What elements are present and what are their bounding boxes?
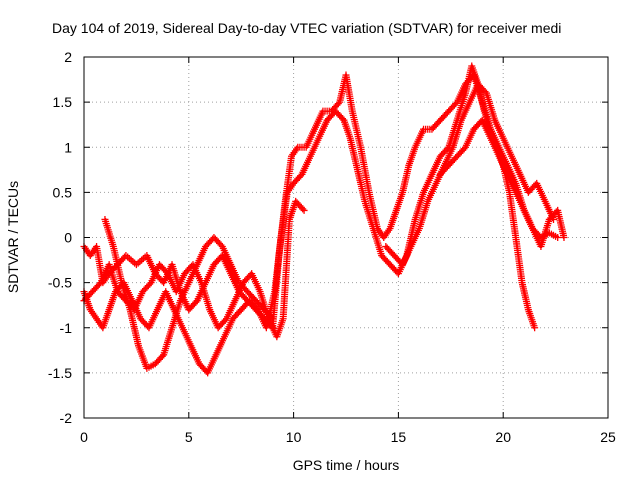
y-tick-label: 1.5 [53,94,73,110]
y-axis-label: SDTVAR / TECUs [5,181,21,293]
y-tick-label: 1 [64,139,72,155]
x-tick-label: 20 [495,429,511,445]
y-tick-label: -1 [60,320,73,336]
data-point [531,324,539,332]
data-point [460,145,468,153]
data-point [560,234,568,241]
data-point [550,215,558,223]
plot-frame [83,56,609,419]
data-point [217,241,225,249]
x-tick-label: 10 [286,429,302,445]
data-point [162,268,170,276]
data-point [300,206,308,214]
data-point [158,352,166,360]
data-point [221,316,229,324]
chart-title: Day 104 of 2019, Sidereal Day-to-day VTE… [52,20,561,36]
x-tick-label: 15 [391,429,407,445]
data-point [339,115,347,123]
data-point [299,205,307,213]
y-tick-label: -1.5 [48,365,72,381]
data-point [253,304,261,312]
data-point [297,172,305,180]
y-tick-label: -0.5 [48,275,72,291]
data-point [554,234,562,241]
series-track-c [80,80,558,341]
data-points [80,62,568,377]
y-tick-label: 2 [64,49,72,65]
data-point [192,298,200,306]
data-point [95,280,103,288]
series-track-d [101,116,562,372]
series-track-a [80,71,568,332]
data-point [481,88,489,96]
data-point [269,315,277,323]
x-axis-label: GPS time / hours [293,457,400,473]
y-tick-label: 0.5 [53,184,73,200]
grid-lines [84,57,608,418]
y-tick-label: -2 [60,410,73,426]
y-tick-label: 0 [64,230,72,246]
x-tick-label: 25 [600,429,616,445]
x-tick-label: 5 [185,429,193,445]
data-point [452,100,460,108]
data-point [334,100,342,108]
axis-ticks: 0 5 10 15 20 25 -2 -1.5 -1 -0.5 0 0.5 1 1.5 2 [48,49,616,445]
x-tick-label: 0 [80,429,88,445]
data-point [146,280,154,288]
series-track-b [80,62,539,377]
data-point [267,313,275,321]
